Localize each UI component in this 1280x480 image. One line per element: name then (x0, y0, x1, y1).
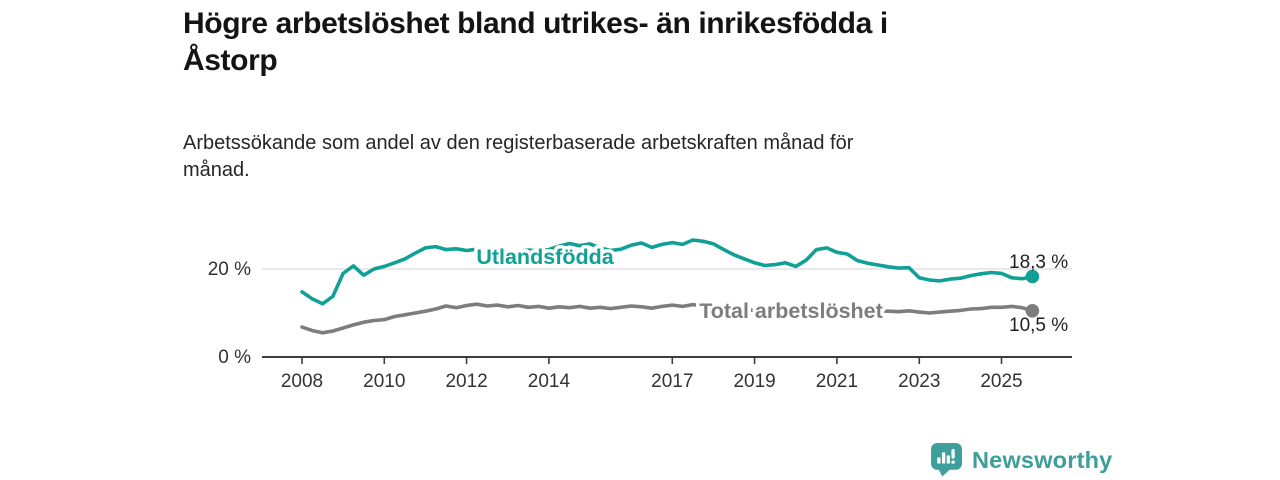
y-tick-label: 20 % (208, 259, 251, 280)
series-label-utlandsfodda: Utlandsfödda (476, 245, 614, 269)
y-axis-labels: 0 % 20 % (208, 259, 251, 368)
x-tick-label: 2014 (528, 371, 571, 392)
x-tick-label: 2019 (733, 371, 775, 392)
y-tick-label: 0 % (218, 347, 251, 368)
series-line-utlandsfodda (300, 238, 1035, 306)
series-label-total-arbetsloshet: Total arbetslöshet (699, 299, 883, 323)
bar-chart-speech-bubble-icon (931, 443, 962, 477)
end-value-label-utlandsfodda: 18,3 % (1009, 252, 1068, 273)
subtitle-line-2: månad. (183, 159, 250, 181)
end-dot-utlandsfodda (1025, 269, 1040, 284)
subtitle-line-1: Arbetssökande som andel av den registerb… (183, 132, 854, 154)
x-tick-label: 2017 (651, 371, 693, 392)
newsworthy-logo-link[interactable]: Newsworthy (930, 443, 1112, 477)
end-value-label-total-arbetsloshet: 10,5 % (1009, 315, 1068, 336)
x-tick-label: 2021 (816, 371, 858, 392)
x-tick-label: 2012 (445, 371, 487, 392)
series-line-total-arbetsloshet (300, 302, 1035, 335)
x-tick-label: 2010 (363, 371, 405, 392)
x-tick-label: 2025 (980, 371, 1022, 392)
chart-subtitle: Arbetssökande som andel av den registerb… (183, 130, 853, 184)
title-line-1: Högre arbetslöshet bland utrikes- än inr… (183, 7, 888, 40)
title-line-2: Åstorp (183, 44, 278, 77)
brand-name: Newsworthy (972, 446, 1113, 473)
x-axis-ticks: 2008 2010 2012 2014 2017 2019 2021 2023 2025 (281, 357, 1023, 392)
page-title: Högre arbetslöshet bland utrikes- än inr… (183, 5, 888, 79)
end-dot-total-arbetsloshet (1025, 304, 1040, 318)
x-tick-label: 2023 (898, 371, 940, 392)
x-tick-label: 2008 (281, 371, 323, 392)
